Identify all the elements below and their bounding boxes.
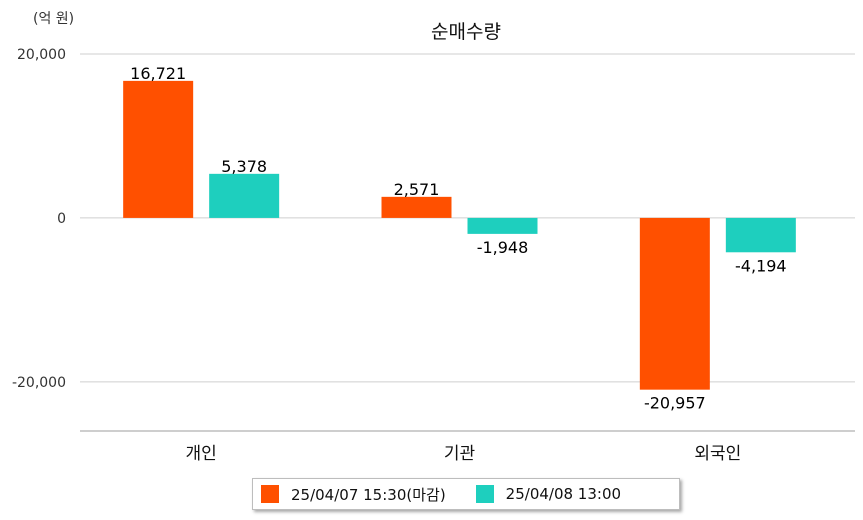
data-label: 2,571 — [394, 180, 440, 199]
legend-swatch-series-2 — [475, 485, 494, 503]
x-tick-label: 개인 — [186, 444, 217, 464]
bar-1-1[interactable] — [123, 80, 194, 218]
y-tick-label: -20,000 — [12, 375, 66, 391]
data-labels: 16,721 5,378 2,571 -1,948 -20,957 -4,194 — [130, 64, 786, 413]
legend-label-series-2: 25/04/08 13:00 — [505, 485, 622, 503]
x-tick-label: 외국인 — [694, 444, 741, 464]
bar-2-1[interactable] — [209, 173, 280, 218]
data-label: -20,957 — [644, 394, 706, 413]
x-axis-ticks: 개인 기관 외국인 — [186, 444, 742, 464]
bar-chart: 20,000 0 -20,000 16,721 5,378 2,571 -1,948 -20… — [12, 21, 855, 464]
data-label: -1,948 — [477, 238, 529, 257]
bar-1-3[interactable] — [639, 217, 710, 390]
legend-swatch-series-1 — [261, 485, 279, 503]
bars — [123, 80, 796, 390]
data-label: 5,378 — [221, 157, 267, 176]
y-axis-ticks: 20,000 0 -20,000 — [12, 47, 66, 391]
data-label: -4,194 — [735, 256, 787, 275]
legend-item-series-1[interactable]: 25/04/07 15:30(마감) — [261, 484, 446, 505]
bar-2-2[interactable] — [467, 217, 538, 234]
legend-label-series-1: 25/04/07 15:30(마감) — [291, 485, 446, 504]
unit-label: (억 원) — [33, 11, 75, 27]
legend-item-series-2[interactable]: 25/04/08 13:00 — [475, 485, 622, 503]
bar-1-2[interactable] — [381, 196, 452, 218]
y-tick-label: 0 — [57, 211, 66, 227]
chart-title: 순매수량 — [431, 21, 501, 43]
legend: 25/04/07 15:30(마감) 25/04/08 13:00 — [252, 478, 680, 510]
x-tick-label: 기관 — [444, 444, 475, 464]
y-tick-label: 20,000 — [17, 47, 66, 63]
data-label: 16,721 — [130, 64, 186, 83]
bar-2-3[interactable] — [725, 217, 796, 253]
